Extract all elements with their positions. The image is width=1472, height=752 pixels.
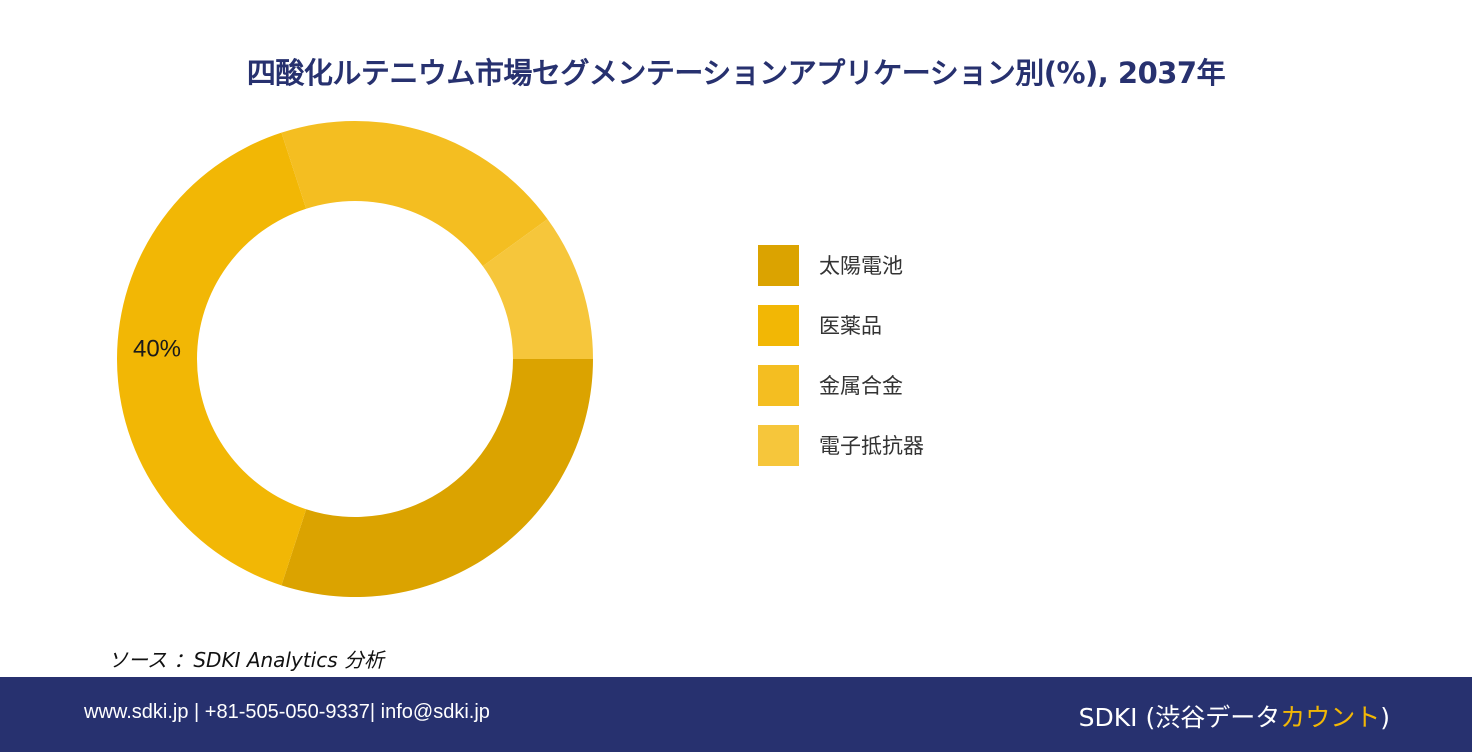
chart-title: 四酸化ルテニウム市場セグメンテーションアプリケーション別(%), 2037年 <box>246 56 1226 90</box>
slice-electronic-resistors <box>482 219 593 359</box>
legend-item-metal-alloys: 金属合金 <box>758 364 924 406</box>
footer-brand: SDKI (渋谷データカウント) <box>1079 698 1390 734</box>
chart-legend: 太陽電池 医薬品 金属合金 電子抵抗器 <box>758 244 924 485</box>
legend-swatch <box>758 244 799 286</box>
brand-accent: カウント <box>1280 703 1381 732</box>
legend-swatch <box>758 424 799 466</box>
brand-suffix: ) <box>1380 703 1390 732</box>
legend-swatch <box>758 364 799 406</box>
legend-label: 医薬品 <box>819 314 882 338</box>
source-note: ソース ：SDKI Analytics 分析 <box>108 648 385 672</box>
footer-contact: www.sdki.jp | +81-505-050-9337| info@sdk… <box>84 701 490 723</box>
legend-label: 電子抵抗器 <box>819 434 924 458</box>
slice-solar-cells <box>281 359 593 597</box>
data-label: 40% <box>133 335 181 362</box>
legend-item-pharmaceuticals: 医薬品 <box>758 304 924 346</box>
footer-bar: www.sdki.jp | +81-505-050-9337| info@sdk… <box>0 677 1472 752</box>
legend-item-electronic-resistors: 電子抵抗器 <box>758 424 924 466</box>
legend-label: 太陽電池 <box>819 254 903 278</box>
legend-label: 金属合金 <box>819 374 903 398</box>
slice-metal-alloys <box>281 121 548 267</box>
slice-pharmaceuticals <box>116 132 307 586</box>
legend-swatch <box>758 304 799 346</box>
legend-item-solar-cells: 太陽電池 <box>758 244 924 286</box>
brand-prefix: SDKI (渋谷データ <box>1078 703 1281 732</box>
